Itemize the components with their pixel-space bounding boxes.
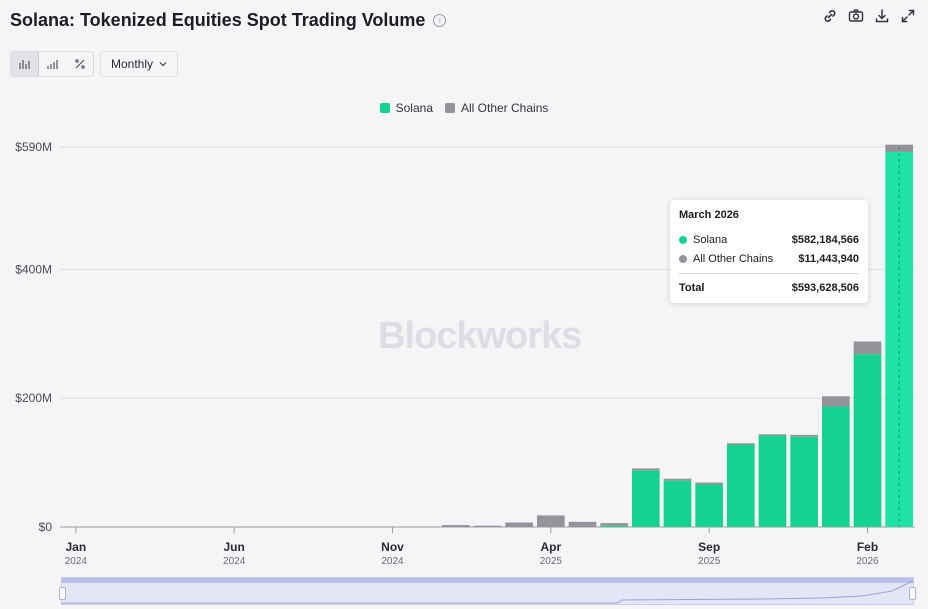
bar-other-chains — [632, 468, 660, 471]
bar-solana — [822, 406, 850, 527]
navigator-series-line — [62, 580, 913, 604]
tooltip-divider — [679, 273, 859, 274]
bar-solana — [663, 480, 692, 527]
chart-plot: $0 $200M $400M $590M Jan 2024 Jun 2024 Nov 2024 Ap… — [15, 140, 915, 567]
legend-swatch-other-chains — [445, 103, 455, 113]
x-tick-year: 2026 — [856, 556, 879, 567]
bar-other-chains — [600, 523, 628, 526]
download-icon[interactable] — [874, 8, 890, 24]
y-tick-label: $590M — [15, 140, 52, 154]
legend-item-other-chains[interactable]: All Other Chains — [445, 101, 548, 115]
page-title: Solana: Tokenized Equities Spot Trading … — [10, 10, 426, 30]
x-tick-year: 2024 — [65, 556, 88, 567]
chart-title-row: Solana: Tokenized Equities Spot Trading … — [10, 10, 447, 31]
bar-solana — [790, 436, 818, 527]
x-tick-label: Apr — [540, 540, 561, 554]
tooltip-label-other-chains: All Other Chains — [693, 252, 774, 265]
x-tick-year: 2024 — [381, 556, 404, 567]
bar-solana — [632, 470, 660, 527]
bar-other-chains — [663, 478, 692, 481]
percent-icon — [74, 59, 85, 69]
legend-item-solana[interactable]: Solana — [379, 101, 433, 115]
tooltip-value-other-chains: $11,443,940 — [798, 252, 859, 265]
chart-actions — [822, 8, 916, 24]
bar-solana — [853, 354, 882, 527]
tooltip-label-solana: Solana — [693, 233, 728, 246]
bar-other-chains — [695, 482, 723, 485]
legend-label-other-chains: All Other Chains — [461, 101, 549, 115]
expand-icon[interactable] — [900, 8, 916, 24]
bar-other-chains — [537, 515, 565, 527]
x-tick-label: Feb — [857, 540, 878, 554]
tooltip-row-total: Total $593,628,506 — [679, 278, 859, 297]
bar-other-chains — [758, 434, 787, 436]
x-tick-year: 2025 — [540, 556, 563, 567]
bar-solana — [600, 525, 628, 527]
bar-solana — [695, 484, 723, 527]
tooltip-row-solana: Solana $582,184,566 — [679, 230, 859, 249]
bar-other-chains — [505, 522, 533, 527]
chart-tooltip: March 2026 Solana $582,184,566 All Other… — [670, 200, 868, 303]
bar-other-chains — [473, 525, 502, 528]
link-icon[interactable] — [822, 8, 838, 24]
period-dropdown[interactable]: Monthly — [100, 51, 179, 77]
tooltip-value-solana: $582,184,566 — [791, 233, 859, 246]
bar-other-chains — [442, 525, 470, 527]
tooltip-total-value: $593,628,506 — [791, 281, 859, 294]
x-tick-label: Jun — [223, 540, 244, 554]
info-icon[interactable]: i — [433, 14, 447, 27]
x-tick-label: Jan — [65, 540, 86, 554]
bar-chart-icon — [18, 60, 30, 69]
chart-legend: Solana All Other Chains — [0, 101, 928, 115]
tooltip-row-other-chains: All Other Chains $11,443,940 — [679, 249, 859, 268]
x-tick-label: Sep — [698, 540, 720, 554]
tooltip-dot-solana — [679, 235, 687, 244]
navigator-handle-left[interactable] — [59, 587, 66, 600]
bar-other-chains — [727, 443, 755, 445]
period-dropdown-label: Monthly — [111, 57, 154, 71]
tooltip-title: March 2026 — [679, 209, 739, 221]
y-tick-label: $0 — [39, 520, 53, 534]
bar-solana — [758, 435, 787, 527]
navigator-scrollbar[interactable] — [62, 578, 913, 583]
chevron-down-icon — [159, 62, 167, 67]
stacked-bar-chart-button[interactable] — [11, 52, 39, 76]
bar-other-chains — [853, 341, 882, 355]
ascending-bars-icon — [46, 60, 58, 69]
y-tick-label: $200M — [15, 391, 52, 405]
navigator-handle-right[interactable] — [909, 587, 916, 600]
legend-label-solana: Solana — [395, 101, 433, 115]
percent-chart-button[interactable] — [66, 52, 93, 76]
tooltip-total-label: Total — [679, 281, 705, 294]
tooltip-dot-other-chains — [679, 254, 687, 263]
y-tick-label: $400M — [15, 262, 52, 276]
x-tick-label: Nov — [381, 540, 404, 554]
x-tick-year: 2024 — [223, 556, 246, 567]
bar-other-chains — [790, 434, 818, 437]
bar-other-chains — [568, 521, 597, 527]
bar-other-chains — [822, 396, 850, 407]
bar-solana — [727, 444, 755, 527]
camera-icon[interactable] — [848, 8, 864, 24]
bar-chart-button[interactable] — [39, 52, 66, 76]
chart-type-toggle — [10, 51, 94, 77]
legend-swatch-solana — [379, 103, 390, 113]
x-tick-year: 2025 — [698, 556, 721, 567]
range-navigator[interactable] — [59, 577, 916, 605]
